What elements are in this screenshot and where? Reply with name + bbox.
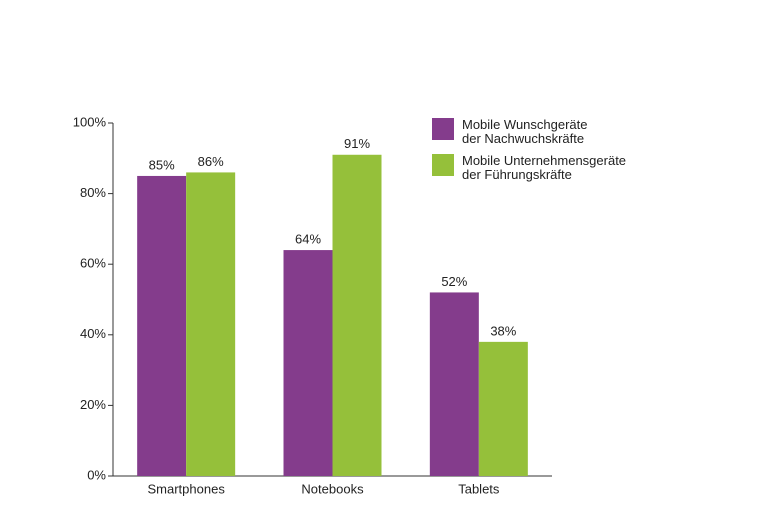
x-tick-label: Tablets (458, 481, 500, 496)
y-tick-label: 60% (80, 256, 106, 271)
value-label: 64% (295, 232, 321, 247)
bar (186, 172, 236, 477)
value-label: 38% (490, 323, 516, 338)
x-tick-label: Notebooks (301, 481, 364, 496)
value-label: 86% (198, 154, 224, 169)
y-tick-label: 0% (87, 467, 106, 482)
legend-swatch (432, 154, 454, 176)
bar (137, 175, 187, 476)
y-tick-label: 100% (73, 114, 107, 129)
value-label: 85% (149, 157, 175, 172)
legend: Mobile Wunschgeräte der Nachwuchskräfte M… (432, 118, 626, 190)
legend-swatch (432, 118, 454, 140)
bar (478, 341, 528, 476)
value-label: 91% (344, 136, 370, 151)
legend-label: Mobile Wunschgeräte der Nachwuchskräfte (462, 117, 588, 146)
bar (332, 154, 382, 476)
legend-label: Mobile Unternehmensgeräte der Führungskr… (462, 153, 627, 182)
legend-item: Mobile Wunschgeräte der Nachwuchskräfte (432, 118, 626, 146)
y-tick-label: 80% (80, 185, 106, 200)
y-tick-label: 20% (80, 397, 106, 412)
bar (283, 250, 333, 476)
x-tick-label: Smartphones (148, 481, 226, 496)
legend-item: Mobile Unternehmensgeräte der Führungskr… (432, 154, 626, 182)
y-tick-label: 40% (80, 326, 106, 341)
value-label: 52% (441, 274, 467, 289)
bar (429, 292, 479, 476)
